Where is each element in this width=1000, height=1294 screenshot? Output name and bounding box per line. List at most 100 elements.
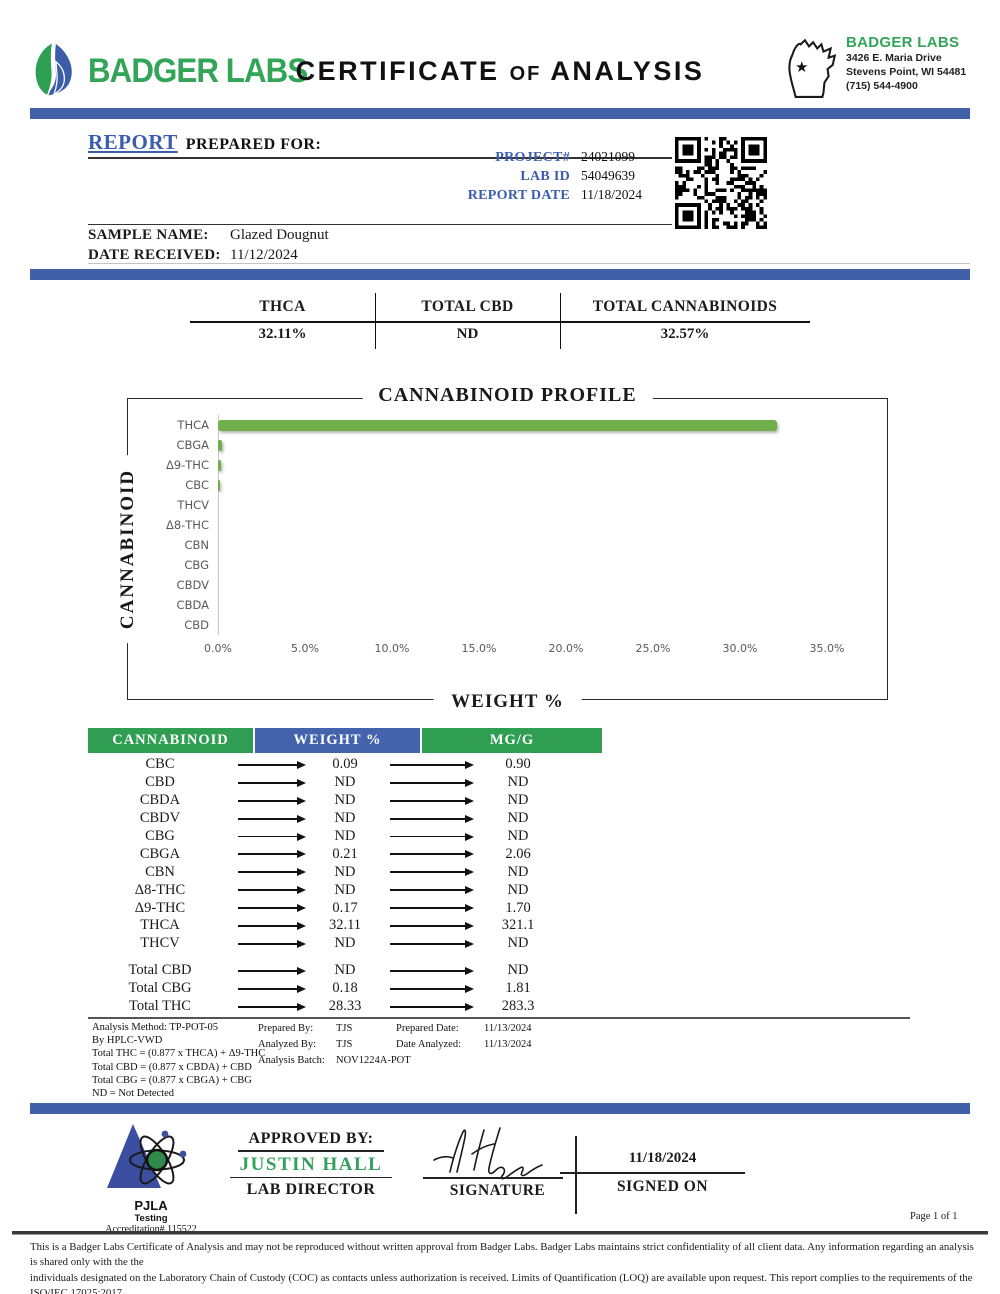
arrow-icon bbox=[238, 778, 306, 787]
table-row-CBD: CBD ND ND bbox=[88, 774, 608, 792]
summary-total-cbd-label: TOTAL CBD bbox=[421, 297, 514, 315]
chart-x-tick: 30.0% bbox=[722, 642, 758, 655]
weight-percent-value: 0.09 bbox=[332, 756, 358, 773]
lab-phone: (715) 544-4900 bbox=[846, 80, 918, 93]
signed-on-label: SIGNED ON bbox=[616, 1178, 709, 1195]
chart-category-label: CBDA bbox=[176, 598, 209, 612]
mg-per-g-value: 1.70 bbox=[505, 899, 531, 916]
summary-total-cannabinoids-label: TOTAL CANNABINOIDS bbox=[592, 297, 778, 315]
arrow-icon bbox=[390, 939, 474, 948]
project-value: 24021099 bbox=[581, 149, 635, 164]
chart-zero-axis bbox=[218, 415, 219, 635]
logo-wordmark: BADGER LABS bbox=[88, 52, 308, 90]
cannabinoid-name: CBD bbox=[145, 774, 175, 791]
table-row-CBGA: CBGA 0.21 2.06 bbox=[88, 845, 608, 863]
method-note-line: By HPLC-VWD bbox=[92, 1035, 163, 1047]
mg-per-g-value: ND bbox=[507, 935, 529, 952]
table-row-CBG: CBG ND ND bbox=[88, 828, 608, 846]
table-row-Δ9-THC: Δ9-THC 0.17 1.70 bbox=[88, 899, 608, 917]
cannabinoid-name: Total THC bbox=[129, 998, 191, 1015]
fine-print: This is a Badger Labs Certificate of Ana… bbox=[30, 1240, 975, 1294]
weight-percent-value: ND bbox=[334, 881, 356, 898]
chart-category-label: CBDV bbox=[176, 578, 209, 592]
mg-per-g-value: ND bbox=[507, 962, 529, 979]
report-heading: REPORT PREPARED FOR: bbox=[88, 130, 321, 155]
summary-thca-label: THCA bbox=[259, 297, 306, 315]
summary-thca: THCA 32.11% bbox=[190, 292, 375, 350]
page-title: CERTIFICATE OF ANALYSIS bbox=[255, 56, 745, 87]
star-icon: ★ bbox=[795, 60, 809, 76]
field-row-project: PROJECT# 24021099 bbox=[380, 149, 670, 168]
field-row-lab-id: LAB ID 54049639 bbox=[380, 168, 670, 187]
rule-under-report-heading bbox=[88, 157, 672, 159]
table-header-mgg: MG/G bbox=[422, 728, 602, 753]
project-label: PROJECT# bbox=[495, 150, 570, 165]
chart-plot-area bbox=[218, 455, 827, 475]
prepared-by-block: Prepared By: TJS Prepared Date: 11/13/20… bbox=[258, 1023, 531, 1071]
fine-print-rule bbox=[12, 1231, 988, 1235]
arrow-icon bbox=[238, 966, 306, 975]
pjla-name: PJLA bbox=[134, 1198, 168, 1213]
arrow-icon bbox=[238, 832, 306, 841]
analyzed-by-value: TJS bbox=[336, 1039, 353, 1050]
table-row-CBC: CBC 0.09 0.90 bbox=[88, 756, 608, 774]
chart-bar-Δ9-THC bbox=[218, 459, 221, 471]
chart-category-label: THCV bbox=[177, 498, 209, 512]
sample-name-value: Glazed Dougnut bbox=[230, 227, 329, 243]
mg-per-g-value: ND bbox=[507, 881, 529, 898]
signature-label: SIGNATURE bbox=[449, 1182, 546, 1199]
approved-by-rule bbox=[238, 1150, 384, 1152]
arrow-icon bbox=[390, 778, 474, 787]
mg-per-g-value: 1.81 bbox=[505, 980, 531, 997]
approver-name: JUSTIN HALL bbox=[239, 1153, 383, 1175]
table-row-Total THC: Total THC 28.33 283.3 bbox=[88, 998, 608, 1016]
chart-plot-area bbox=[218, 435, 827, 455]
rule-above-divider bbox=[88, 263, 970, 264]
report-date-label: REPORT DATE bbox=[467, 188, 570, 203]
analyzed-by-label: Analyzed By: bbox=[258, 1039, 317, 1050]
table-header-cannabinoid: CANNABINOID bbox=[88, 728, 253, 753]
chart-row: CBDV bbox=[146, 575, 827, 595]
lab-address-line2: Stevens Point, WI 54481 bbox=[846, 66, 967, 79]
cannabinoid-name: Total CBG bbox=[128, 980, 192, 997]
chart-row: CBC bbox=[146, 475, 827, 495]
fine-print-line2: individuals designated on the Laboratory… bbox=[30, 1271, 973, 1294]
divider-bar-footer bbox=[30, 1103, 970, 1114]
chart-category-label: THCA bbox=[177, 418, 209, 432]
page-title-certificate: CERTIFICATE bbox=[295, 56, 500, 86]
mg-per-g-value: ND bbox=[507, 863, 529, 880]
table-row-THCA: THCA 32.11 321.1 bbox=[88, 917, 608, 935]
leaf-logo-icon bbox=[28, 40, 80, 103]
arrow-icon bbox=[238, 760, 306, 769]
arrow-icon bbox=[390, 760, 474, 769]
signed-on-rule bbox=[560, 1172, 745, 1174]
cannabinoid-name: CBG bbox=[145, 828, 175, 844]
arrow-icon bbox=[390, 966, 474, 975]
cannabinoid-profile-chart: CANNABINOID PROFILE CANNABINOID THCA CBGA… bbox=[117, 384, 888, 713]
signed-on-date: 11/18/2024 bbox=[628, 1150, 697, 1166]
cannabinoid-name: CBDV bbox=[139, 810, 181, 827]
cannabinoid-table-rows: CBC 0.09 0.90 CBD ND ND CBDA ND ND CBDV ND ND CBG ND N… bbox=[88, 756, 608, 953]
lab-id-value: 54049639 bbox=[581, 168, 635, 183]
chart-plot-area bbox=[218, 555, 827, 575]
chart-row: CBD bbox=[146, 615, 827, 635]
analysis-batch-value: NOV1224A-POT bbox=[336, 1055, 411, 1066]
table-row-CBDV: CBDV ND ND bbox=[88, 810, 608, 828]
mg-per-g-value: ND bbox=[507, 810, 529, 827]
chart-plot-area bbox=[218, 515, 827, 535]
arrow-icon bbox=[238, 814, 306, 823]
chart-bar-THCA bbox=[218, 419, 777, 431]
chart-row: Δ8-THC bbox=[146, 515, 827, 535]
arrow-icon bbox=[390, 921, 474, 930]
chart-category-label: CBD bbox=[184, 618, 209, 632]
chart-category-label: CBN bbox=[184, 538, 209, 552]
weight-percent-value: 0.17 bbox=[332, 899, 358, 916]
signature-rule bbox=[423, 1177, 563, 1179]
wisconsin-state-icon: ★ bbox=[778, 34, 840, 100]
arrow-icon bbox=[390, 1002, 474, 1011]
approved-by-label: APPROVED BY: bbox=[248, 1130, 374, 1147]
chart-x-tick: 35.0% bbox=[809, 642, 845, 655]
mg-per-g-value: 0.90 bbox=[505, 756, 531, 773]
weight-percent-value: ND bbox=[334, 935, 356, 952]
table-row-CBN: CBN ND ND bbox=[88, 863, 608, 881]
